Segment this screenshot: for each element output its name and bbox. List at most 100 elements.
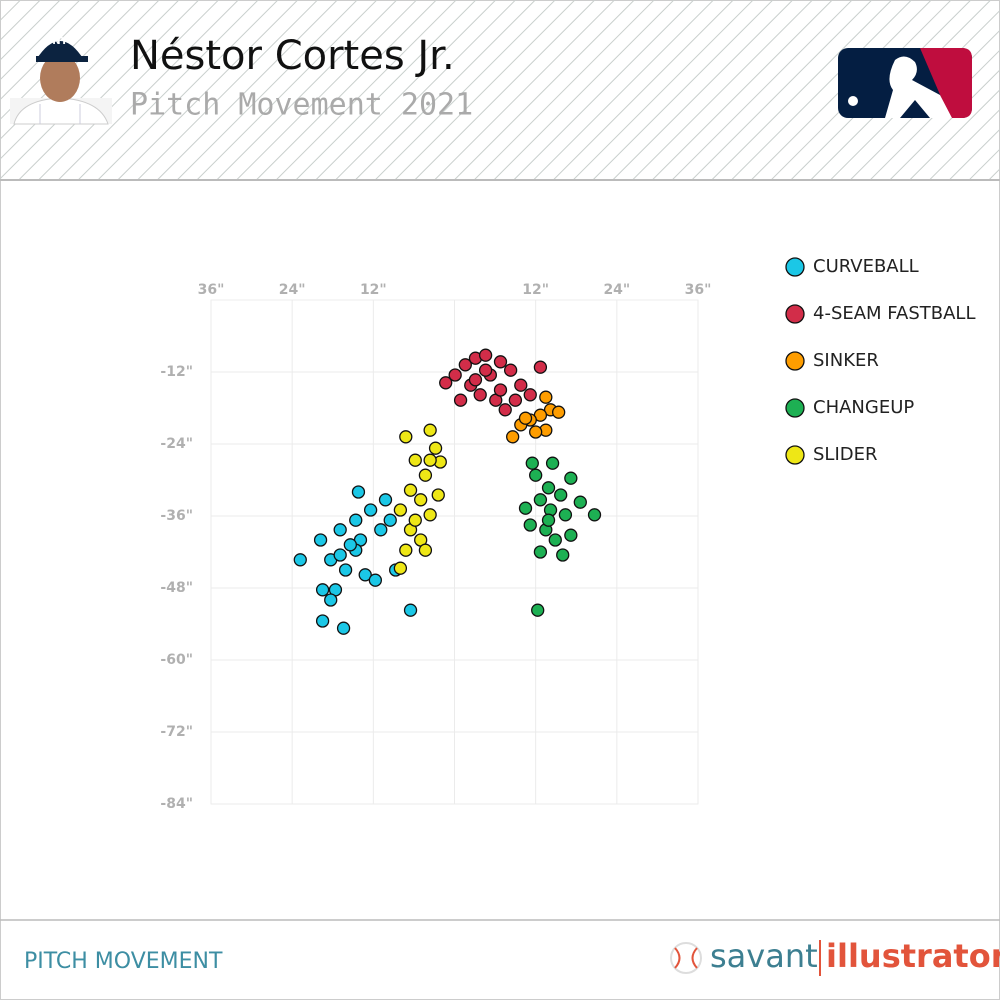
pitch-point [564,471,578,485]
pitch-point [493,355,508,369]
legend-label: 4-SEAM FASTBALL [813,303,975,324]
pitch-point [448,368,462,382]
pitch-point [523,388,537,402]
pitch-point [458,358,472,372]
pitch-point [453,393,468,407]
legend-label: CHANGEUP [813,397,914,418]
pitch-point [351,485,366,499]
pitch-point [548,533,562,547]
pitch-point [541,481,556,495]
legend-label: SLIDER [813,444,878,465]
page-title: Néstor Cortes Jr. [130,33,455,79]
pitch-point [324,593,338,607]
y-tick-label: -12" [160,364,193,380]
pitch-point [554,488,568,502]
pitch-point [523,518,537,532]
pitch-point [545,456,560,470]
y-tick-label: -24" [160,436,193,452]
pitch-point [403,603,418,617]
pitch-point [393,561,408,575]
pitch-point [558,508,573,522]
pitch-point [418,543,433,557]
pitch-point [473,388,487,402]
mlb-logo [838,48,972,118]
pitch-point [423,453,437,467]
pitch-point [518,501,533,515]
header-band [0,0,1000,180]
x-tick-label: 36" [685,282,712,298]
pitch-point [338,563,353,577]
brand-illustrator: illustrator [826,937,1000,975]
pitch-point [343,538,357,552]
pitch-point [564,528,578,542]
pitch-point [378,493,393,507]
pitch-point [518,411,533,425]
pitch-point [423,508,437,522]
pitch-point [399,430,413,444]
pitch-point [573,495,587,509]
pitch-point [313,533,328,547]
y-tick-label: -36" [160,508,193,524]
pitch-point [506,430,520,444]
y-tick-label: -72" [160,724,193,740]
pitch-point [533,360,548,374]
pitch-point [349,513,363,527]
legend-swatch [785,445,805,465]
legend-swatch [785,304,805,324]
pitch-point [333,548,347,562]
pitch-point [533,545,548,559]
savant-ball [670,942,702,974]
y-tick-label: -60" [160,652,193,668]
pitch-point [541,513,556,527]
plot-area: 36" 24" 12" 12" 24" 36" -12" -24" -36" -48" -60" -7… [160,256,975,812]
footer-label: PITCH MOVEMENT [24,949,223,974]
svg-text:NY: NY [52,36,68,47]
pitch-point [514,378,528,392]
pitch-point [408,453,422,467]
pitch-point [508,393,523,407]
pitch-point [403,483,418,497]
pitch-point [363,503,378,517]
pitch-point [531,603,545,617]
pitch-point [368,573,383,587]
pitch-point [315,614,330,628]
x-tick-label: 12" [360,282,387,298]
pitch-point [552,405,566,419]
pitch-point [315,583,330,597]
legend-swatch [785,351,805,371]
pitch-point [529,468,543,482]
pitch-point [503,363,518,377]
pitch-point [358,568,372,582]
legend-swatch [785,398,805,418]
y-tick-label: -84" [160,796,193,812]
pitch-point [333,523,347,537]
player-photo: NY [10,36,112,125]
pitch-point [529,425,543,439]
pitch-point [374,523,388,537]
pitch-point [478,348,493,362]
pitch-point [468,373,483,387]
pitch-point [293,553,307,567]
x-tick-label: 24" [603,282,630,298]
pitch-point [399,543,413,557]
legend-label: SINKER [813,350,879,371]
pitch-point [525,456,539,470]
pitch-point [383,513,397,527]
pitch-point [533,493,548,507]
pitch-point [431,488,445,502]
pitch-point [336,621,351,635]
pitch-point [539,390,553,404]
pitch-point [393,503,408,517]
y-tick-label: -48" [160,580,193,596]
pitch-point [556,548,570,562]
pitch-point [423,423,437,437]
pitch-point [493,383,508,397]
page-subtitle: Pitch Movement 2021 [130,88,473,123]
brand-savant: savant [710,937,818,975]
legend-swatch [785,257,805,277]
x-tick-label: 36" [198,282,225,298]
x-tick-label: 12" [522,282,549,298]
pitch-point [498,403,512,417]
